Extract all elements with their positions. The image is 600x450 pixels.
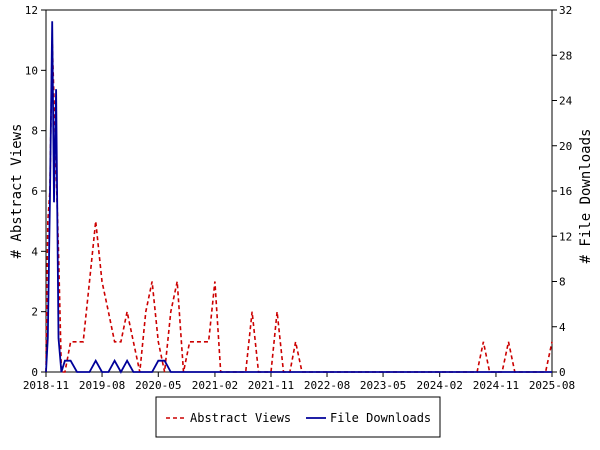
x-axis-tick-label: 2019-08	[79, 379, 125, 392]
legend-label-file-downloads: File Downloads	[330, 411, 431, 425]
series-line-file-downloads	[45, 21, 552, 374]
right-axis-tick-label: 24	[559, 95, 573, 108]
right-axis: 0 4 8 12 16 20 24 28 32	[552, 4, 573, 379]
right-axis-title: # File Downloads	[578, 129, 594, 264]
x-axis-tick-label: 2021-02	[192, 379, 238, 392]
left-axis: 0 2 4 6 8 10 12	[25, 4, 46, 379]
left-axis-tick-label: 10	[25, 64, 38, 77]
plot-area	[45, 9, 553, 373]
right-axis-tick-label: 8	[559, 276, 566, 289]
right-axis-tick-label: 20	[559, 140, 572, 153]
left-axis-tick-label: 0	[31, 366, 38, 379]
left-axis-tick-label: 2	[31, 306, 38, 319]
x-axis-tick-label: 2021-11	[248, 379, 294, 392]
x-axis-tick-label: 2023-05	[360, 379, 406, 392]
left-axis-title: # Abstract Views	[9, 124, 25, 259]
legend: Abstract Views File Downloads	[155, 396, 441, 438]
left-axis-tick-label: 8	[31, 125, 38, 138]
left-axis-tick-label: 4	[31, 245, 38, 258]
x-axis-tick-label: 2024-02	[417, 379, 463, 392]
series-layer	[45, 21, 553, 374]
legend-box	[155, 396, 441, 438]
left-axis-tick-label: 6	[31, 185, 38, 198]
x-axis-tick-label: 2022-08	[304, 379, 350, 392]
x-axis-tick-label: 2025-08	[529, 379, 575, 392]
right-axis-tick-label: 28	[559, 49, 572, 62]
left-axis-tick-label: 12	[25, 4, 38, 17]
legend-label-abstract-views: Abstract Views	[190, 411, 291, 425]
right-axis-tick-label: 0	[559, 366, 566, 379]
right-axis-tick-label: 12	[559, 230, 572, 243]
x-axis-tick-label: 2018-11	[23, 379, 69, 392]
right-axis-tick-label: 4	[559, 321, 566, 334]
x-axis-tick-label: 2020-05	[135, 379, 181, 392]
x-axis-tick-label: 2024-11	[473, 379, 519, 392]
right-axis-tick-label: 32	[559, 4, 572, 17]
right-axis-tick-label: 16	[559, 185, 572, 198]
x-axis: 2018-11 2019-08 2020-05 2021-02 2021-11 2022-…	[23, 372, 575, 392]
